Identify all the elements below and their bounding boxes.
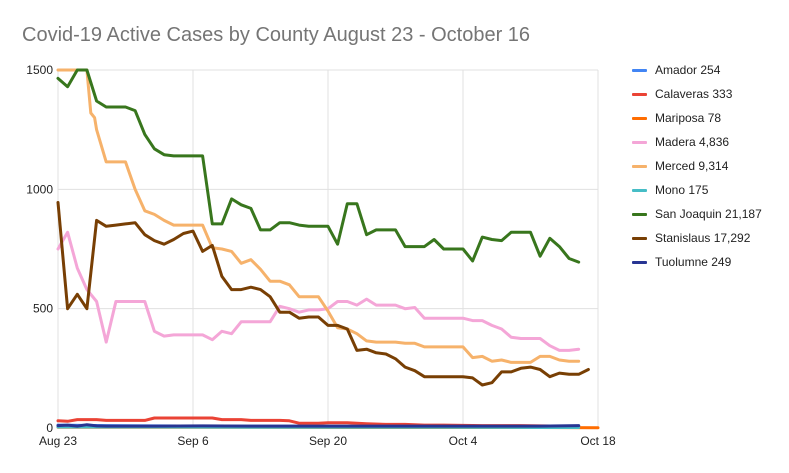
legend-item: Amador 254: [632, 58, 789, 82]
legend-swatch: [632, 164, 647, 168]
legend-swatch: [632, 188, 647, 192]
legend-item: Mariposa 78: [632, 106, 789, 130]
y-tick-label: 0: [46, 421, 53, 435]
legend-swatch: [632, 236, 647, 240]
legend-item: Merced 9,314: [632, 154, 789, 178]
x-tick-label: Aug 23: [39, 434, 77, 448]
series-line-san: [56, 68, 581, 264]
legend-label: Stanislaus 17,292: [655, 231, 751, 245]
legend-label: Mariposa 78: [655, 111, 722, 125]
y-tick-label: 1500: [26, 63, 53, 77]
legend-item: Tuolumne 249: [632, 250, 789, 274]
axis-labels: 0 500 1000 1500 Aug 23 Sep 6 Sep 20 Oct 4 Oct 18: [26, 63, 616, 448]
legend-label: Merced 9,314: [655, 159, 729, 173]
legend-swatch: [632, 260, 647, 264]
legend-label: Amador 254: [655, 63, 721, 77]
legend-label: Mono 175: [655, 183, 709, 197]
legend-item: Stanislaus 17,292: [632, 226, 789, 250]
legend: Amador 254 Calaveras 333 Mariposa 78 Madera…: [632, 58, 789, 274]
x-tick-label: Oct 18: [580, 434, 616, 448]
chart-title: Covid-19 Active Cases by County August 2…: [22, 24, 531, 46]
x-tick-label: Sep 20: [309, 434, 347, 448]
series-line-calaveras: [56, 416, 581, 428]
legend-swatch: [632, 92, 647, 96]
series-line-tuolumne: [56, 423, 581, 428]
series-line-madera: [56, 230, 581, 352]
legend-label: San Joaquin 21,187: [655, 207, 762, 221]
x-tick-label: Oct 4: [449, 434, 478, 448]
series-lines: [56, 68, 600, 430]
legend-swatch: [632, 116, 647, 120]
legend-swatch: [632, 140, 647, 144]
legend-item: Mono 175: [632, 178, 789, 202]
series-line-stanislaus: [56, 201, 590, 387]
legend-item: Calaveras 333: [632, 82, 789, 106]
legend-swatch: [632, 68, 647, 72]
legend-item: San Joaquin 21,187: [632, 202, 789, 226]
legend-item: Madera 4,836: [632, 130, 789, 154]
series-line-merced: [56, 68, 581, 364]
legend-label: Calaveras 333: [655, 87, 733, 101]
legend-label: Madera 4,836: [655, 135, 730, 149]
x-tick-label: Sep 6: [177, 434, 209, 448]
legend-label: Tuolumne 249: [655, 255, 732, 269]
y-tick-label: 500: [33, 302, 53, 316]
y-tick-label: 1000: [26, 182, 53, 196]
legend-swatch: [632, 212, 647, 216]
